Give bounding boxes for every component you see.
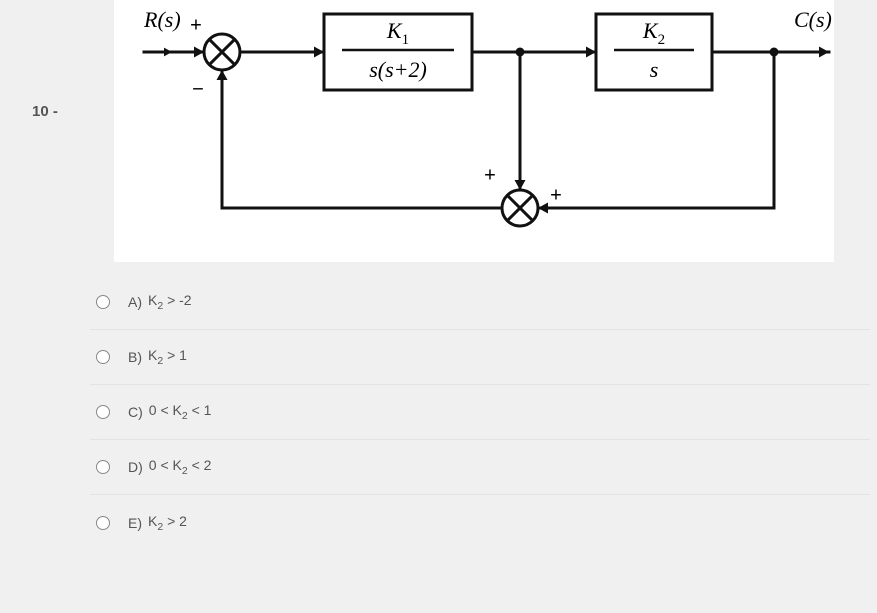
option-letter: C) bbox=[128, 404, 143, 420]
option-letter: D) bbox=[128, 459, 143, 475]
svg-text:C(s): C(s) bbox=[794, 7, 832, 32]
answer-options: A) K2 > -2 B) K2 > 1 C) 0 < K2 < 1 D) 0 < K2 < … bbox=[90, 275, 870, 550]
radio-button[interactable] bbox=[96, 460, 110, 474]
option-letter: A) bbox=[128, 294, 142, 310]
option-row[interactable]: B) K2 > 1 bbox=[90, 330, 870, 385]
option-text: K2 > 1 bbox=[148, 347, 187, 367]
radio-button[interactable] bbox=[96, 295, 110, 309]
question-number: 10 - bbox=[32, 103, 58, 120]
block-diagram-svg: R(s)+−K1s(s+2)K2sC(s)++ bbox=[114, 0, 834, 262]
option-text: K2 > 2 bbox=[148, 513, 187, 533]
svg-text:s: s bbox=[650, 57, 659, 82]
option-row[interactable]: C) 0 < K2 < 1 bbox=[90, 385, 870, 440]
option-letter: B) bbox=[128, 349, 142, 365]
svg-text:R(s): R(s) bbox=[143, 7, 181, 32]
svg-text:+: + bbox=[190, 14, 202, 36]
option-row[interactable]: A) K2 > -2 bbox=[90, 275, 870, 330]
svg-text:−: − bbox=[192, 78, 204, 100]
radio-button[interactable] bbox=[96, 405, 110, 419]
option-text: 0 < K2 < 1 bbox=[149, 402, 212, 422]
option-letter: E) bbox=[128, 515, 142, 531]
block-diagram-panel: R(s)+−K1s(s+2)K2sC(s)++ bbox=[114, 0, 834, 262]
svg-text:+: + bbox=[550, 184, 562, 206]
option-text: 0 < K2 < 2 bbox=[149, 457, 212, 477]
option-row[interactable]: E) K2 > 2 bbox=[90, 495, 870, 550]
radio-button[interactable] bbox=[96, 350, 110, 364]
option-text: K2 > -2 bbox=[148, 292, 192, 312]
svg-text:+: + bbox=[484, 164, 496, 186]
radio-button[interactable] bbox=[96, 516, 110, 530]
option-row[interactable]: D) 0 < K2 < 2 bbox=[90, 440, 870, 495]
svg-text:s(s+2): s(s+2) bbox=[369, 57, 427, 82]
